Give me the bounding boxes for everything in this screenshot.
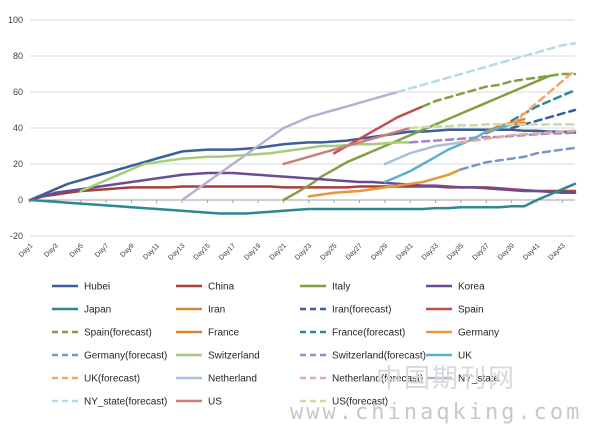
series-line-ny-state-forecast <box>396 42 577 94</box>
legend-label: Netherland(forecast) <box>332 374 423 385</box>
legend-label: Japan <box>84 305 111 316</box>
legend-label: Germany <box>458 328 499 339</box>
series-line-uk-forecast <box>510 69 577 126</box>
series-line-us-forecast <box>408 123 577 130</box>
y-tick-label: 20 <box>13 159 23 169</box>
series-line-hubei <box>28 128 577 202</box>
series-line-korea <box>28 171 577 202</box>
y-tick-label: 100 <box>8 15 23 25</box>
y-tick-label: -20 <box>10 231 23 241</box>
legend-label: US(forecast) <box>332 397 388 408</box>
legend-label: UK(forecast) <box>84 374 140 385</box>
series-line-germany <box>307 168 463 198</box>
legend-label: Spain <box>458 305 484 316</box>
series-line-germany-forecast <box>459 146 577 171</box>
legend-label: Italy <box>332 282 350 293</box>
series-line-uk <box>383 123 513 184</box>
legend-label: Netherland <box>208 374 257 385</box>
legend-label: Korea <box>458 282 485 293</box>
legend-label: NY_state <box>458 374 500 385</box>
series-line-japan <box>28 182 577 215</box>
watermark-chinese-text: 中国期刊网 <box>376 364 517 394</box>
legend-label: Iran(forecast) <box>332 305 391 316</box>
y-tick-label: 60 <box>13 87 23 97</box>
legend-label: Germany(forecast) <box>84 351 167 362</box>
series-line-spain-forecast <box>421 72 577 108</box>
series-lines <box>28 42 577 215</box>
legend-label: Spain(forecast) <box>84 328 152 339</box>
legend-label: Iran <box>208 305 225 316</box>
series-line-netherland-forecast <box>459 129 577 144</box>
legend-label: France(forecast) <box>332 328 405 339</box>
legend: Hubei China Italy Korea Japan Iran Iran(foreca… <box>52 282 500 408</box>
y-tick-label: 40 <box>13 123 23 133</box>
legend-label: Hubei <box>84 282 110 293</box>
legend-label: Switzerland(forecast) <box>332 351 426 362</box>
legend-label: UK <box>458 351 472 362</box>
legend-label: France <box>208 328 240 339</box>
series-line-italy <box>282 74 551 202</box>
series-line-netherland <box>383 141 463 166</box>
legend-label: Switzerland <box>208 351 260 362</box>
y-tick-label: 80 <box>13 51 23 61</box>
legend-label: NY_state(forecast) <box>84 397 167 408</box>
series-line-ny-state <box>180 90 399 202</box>
y-tick-label: 0 <box>18 195 23 205</box>
series-line-us <box>282 126 412 166</box>
legend-label: US <box>208 397 222 408</box>
watermark-url-text: www.chinaqking.com <box>290 400 583 425</box>
legend-label: China <box>208 282 235 293</box>
